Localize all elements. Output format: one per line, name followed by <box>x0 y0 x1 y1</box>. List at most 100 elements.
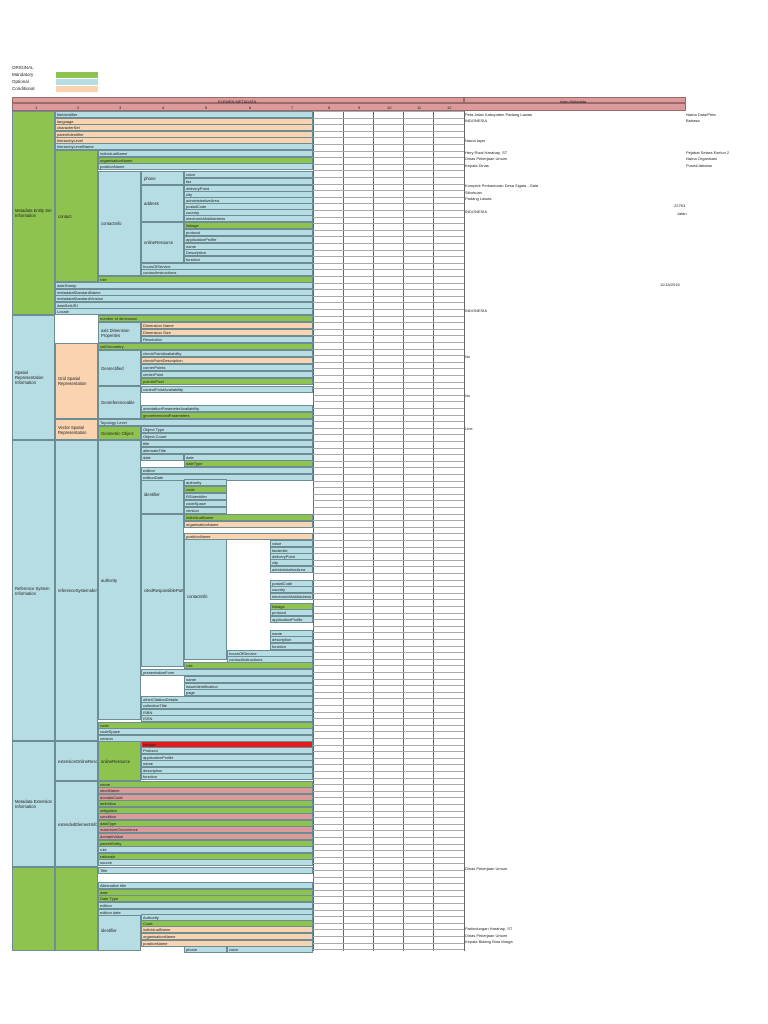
grid-row-line <box>313 289 464 291</box>
metadata-field-shortname: shortName <box>98 787 313 794</box>
metadata-field-codespace: codeSpace <box>98 728 313 735</box>
isian-value: Nama layer <box>465 138 486 143</box>
grid-row-line <box>313 777 464 779</box>
grid-row-line <box>313 526 464 528</box>
grid-row-line <box>313 520 464 522</box>
grid-row-line <box>313 685 464 687</box>
metadata-field-rule: rule <box>98 846 313 853</box>
metadata-field-voice: voice <box>270 540 313 547</box>
grid-row-line <box>313 282 464 284</box>
grid-row-line <box>313 183 464 185</box>
sub-identifier: identifier <box>98 909 141 951</box>
isian-value: Sibuhuan <box>465 190 482 195</box>
metadata-field-date-type: Date Type <box>98 895 313 902</box>
isian-value: No <box>465 354 471 359</box>
metadata-field-edition: edition <box>98 902 313 909</box>
col-num-2: 2 <box>77 105 80 110</box>
metadata-field-applicationprofile: applicationProfile <box>184 236 313 243</box>
sub-vector-spatial: Vector Spatial Representation <box>55 419 98 440</box>
sub-contact: contact <box>55 150 98 282</box>
grid-column-line <box>464 111 465 951</box>
isian-value: No <box>465 393 471 398</box>
grid-row-line <box>313 500 464 502</box>
isian-value: 11/18/2016 <box>660 282 680 287</box>
grid-row-line <box>313 757 464 759</box>
isian-value: Nama Organisasi <box>686 156 717 161</box>
grid-row-line <box>313 903 464 904</box>
isian-value: Jalan <box>677 211 687 216</box>
grid-row-line <box>313 856 464 858</box>
metadata-field-city: city <box>270 559 313 566</box>
grid-row-line <box>313 823 464 825</box>
grid-row-line <box>313 157 464 159</box>
grid-row-line <box>313 883 464 885</box>
grid-row-line <box>313 665 464 667</box>
isian-value: Posisi/Jabatan <box>686 163 713 168</box>
grid-row-line <box>313 196 464 198</box>
metadata-field-administrativearea: administrativeArea <box>270 566 313 573</box>
metadata-field-version: version <box>184 507 227 514</box>
grid-row-line <box>313 738 464 739</box>
metadata-field-description: description <box>270 636 313 643</box>
metadata-field-country: country <box>270 586 313 593</box>
grid-row-line <box>313 817 464 819</box>
grid-row-line <box>313 606 464 607</box>
isian-value: Padang Lawas <box>465 196 492 201</box>
metadata-field-checkpointdescription: checkPointDescription <box>141 357 313 364</box>
grid-row-line <box>313 896 464 898</box>
grid-row-line <box>313 916 464 918</box>
metadata-field-orientationparameteravailability: orientationParameterAvailability <box>141 405 313 412</box>
grid-row-line <box>313 474 464 475</box>
metadata-field-codespace: codeSpace <box>184 500 227 507</box>
group-identification <box>12 867 55 951</box>
metadata-field-alternative-title: Alternative title <box>98 882 313 889</box>
grid-row-line <box>313 632 464 634</box>
elemen-header: ELEMEN METADATA <box>12 97 464 104</box>
col-num-5: 5 <box>205 105 208 110</box>
metadata-field-page: page <box>184 689 313 696</box>
grid-row-line <box>313 441 464 442</box>
col-num-4: 4 <box>162 105 165 110</box>
grid-row-line <box>313 949 464 951</box>
grid-row-line <box>313 705 464 706</box>
grid-row-line <box>313 249 464 251</box>
sub-authority: authority <box>98 440 141 720</box>
grid-row-line <box>313 203 464 205</box>
grid-row-line <box>313 870 464 871</box>
col-num-9: 9 <box>358 105 361 110</box>
col-num-7: 7 <box>291 105 294 110</box>
metadata-field-voice: voice <box>184 171 313 178</box>
metadata-field-datetype: dateType <box>184 460 313 467</box>
grid-row-line <box>313 573 464 574</box>
grid-row-line <box>313 381 464 383</box>
grid-row-line <box>313 546 464 548</box>
grid-row-line <box>313 137 464 139</box>
metadata-field-edition: edition <box>141 467 313 474</box>
isian-value: Hery Rizal Harahap, ST <box>465 150 508 155</box>
metadata-field-dimension-size: Dimension Size <box>141 329 313 336</box>
metadata-field-definition: definition <box>98 800 313 807</box>
grid-row-line <box>313 414 464 416</box>
metadata-field-datestamp: dateStamp <box>55 282 313 289</box>
grid-row-line <box>313 764 464 766</box>
metadata-field-positionname: positionName <box>184 533 313 540</box>
group-reference-system: Reference System Information <box>12 440 55 741</box>
metadata-field-source: source <box>98 859 313 866</box>
metadata-field-checkpointavailability: checkPointAvailability <box>141 350 313 357</box>
sub-contact-info-ref: contactInfo <box>184 533 227 660</box>
metadata-field-voice: voice <box>227 946 313 953</box>
metadata-field-organisationname: organisationName <box>141 933 313 940</box>
grid-row-line <box>313 269 464 271</box>
isian-value: 22763 <box>674 203 686 208</box>
grid-row-line <box>313 467 464 469</box>
metadata-field-electronicmailaddress: electronicMailAddress <box>184 215 313 222</box>
legend-label-mandatory: Mandatory <box>12 72 34 77</box>
grid-row-line <box>313 388 464 390</box>
grid-row-line <box>313 652 464 654</box>
col-num-10: 10 <box>387 105 392 110</box>
grid-row-line <box>313 513 464 515</box>
grid-row-line <box>313 507 464 508</box>
metadata-field-function: function <box>270 643 313 650</box>
grid-row-line <box>313 328 464 330</box>
grid-row-line <box>313 262 464 264</box>
